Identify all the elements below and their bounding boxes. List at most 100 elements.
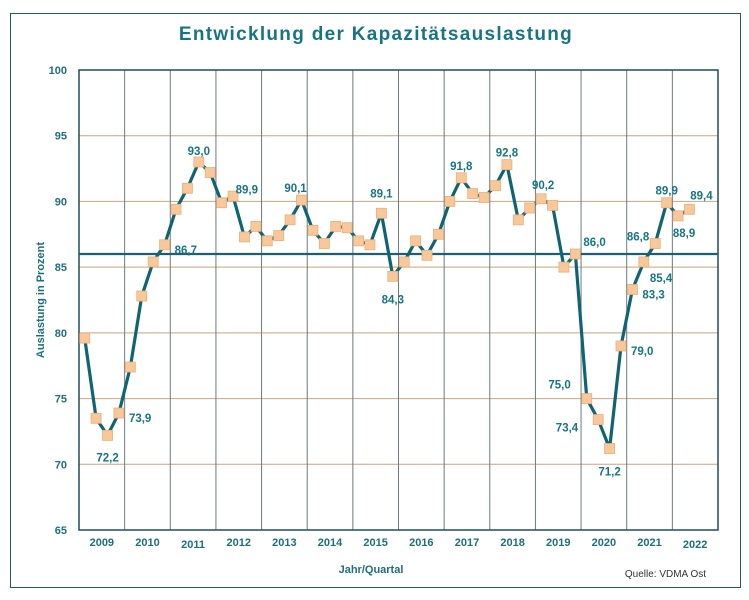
data-point-marker [638,256,650,268]
data-point-marker [478,192,490,203]
y-tick-label: 75 [55,394,67,406]
x-tick-label: 2018 [500,537,524,549]
data-point-marker [512,214,524,226]
source-note: Quelle: VDMA Ost [625,569,706,580]
y-tick-label: 85 [55,262,67,274]
data-point-marker [147,256,159,268]
y-tick-label: 70 [55,459,67,471]
data-point-marker [182,182,193,194]
x-tick-label: 2021 [637,537,661,549]
data-point-marker [307,224,319,236]
x-tick-label: 2019 [546,537,570,549]
data-point-marker [672,210,684,222]
x-tick-label: 2013 [272,537,296,549]
y-tick-label: 100 [49,65,67,77]
plot-area-border [78,69,719,531]
data-point-marker [455,172,467,184]
chart-title: Entwicklung der Kapazitätsauslastung [179,24,573,45]
data-point-marker [90,412,102,424]
data-point-marker [490,180,501,192]
data-label: 89,9 [655,186,677,198]
data-point-marker [239,231,250,243]
data-label: 89,9 [236,185,258,197]
data-point-marker [102,429,113,441]
data-point-marker [79,332,91,344]
data-point-marker [410,235,422,247]
data-label: 72,2 [96,452,118,464]
data-point-marker [296,194,307,206]
data-point-marker [421,249,433,261]
data-point-marker [433,228,444,240]
data-point-marker [649,238,661,249]
data-point-marker [273,230,285,242]
x-tick-label: 2020 [592,537,616,549]
y-tick-label: 80 [55,328,67,340]
y-axis-label: Auslastung in Prozent [35,242,47,358]
data-point-marker [524,202,536,214]
data-point-marker [398,256,410,268]
data-point-marker [535,193,547,205]
data-label: 92,8 [496,148,519,160]
data-point-marker [569,248,581,260]
data-label: 73,9 [129,413,151,425]
x-tick-label: 2011 [181,539,205,551]
data-point-marker [159,239,170,251]
data-point-marker [250,220,262,232]
data-label: 84,3 [382,294,404,306]
data-label: 89,4 [690,190,713,202]
data-point-marker [684,203,695,215]
data-label: 90,2 [532,180,554,192]
x-tick-label: 2016 [409,537,433,549]
data-point-marker [364,239,376,251]
data-point-marker [581,393,593,404]
x-tick-label: 2012 [227,537,251,549]
data-label: 83,3 [642,289,664,301]
data-point-marker [204,167,216,178]
data-point-marker [341,222,353,234]
data-label: 90,1 [284,183,307,195]
data-label: 89,1 [370,188,393,200]
data-point-marker [227,190,239,202]
data-point-marker [261,235,273,247]
data-point-marker [136,290,148,302]
chart-frame [10,13,741,588]
data-point-marker [467,188,479,199]
data-label: 85,4 [650,273,673,285]
data-label: 86,7 [175,245,197,257]
data-point-marker [284,214,296,226]
y-tick-label: 65 [55,525,67,537]
data-point-marker [501,159,513,171]
data-point-marker [124,361,136,373]
data-label: 86,8 [627,231,650,243]
data-label: 91,8 [450,161,473,173]
data-point-marker [375,207,387,219]
data-point-marker [330,220,342,232]
data-point-marker [592,414,604,426]
data-point-marker [353,235,364,247]
x-tick-label: 2015 [363,537,387,549]
data-point-marker [604,443,615,454]
data-label: 73,4 [556,423,579,435]
data-label: 88,9 [673,228,695,240]
data-point-marker [558,261,570,273]
x-tick-label: 2017 [455,537,479,549]
data-label: 93,0 [188,146,210,158]
x-axis-label: Jahr/Quartal [339,564,404,576]
data-point-marker [627,284,638,295]
data-point-marker [444,196,456,207]
data-point-marker [193,156,205,168]
data-point-marker [387,270,399,282]
data-label: 79,0 [631,346,653,358]
y-tick-label: 90 [55,196,67,208]
x-tick-label: 2009 [90,537,114,549]
data-label: 86,0 [583,237,605,249]
x-tick-label: 2014 [318,537,343,549]
x-tick-label: 2022 [683,539,707,551]
data-label: 71,2 [598,467,620,479]
data-point-marker [615,340,627,352]
data-point-marker [216,197,228,209]
data-point-marker [170,203,182,215]
data-point-marker [318,238,330,249]
data-point-marker [661,197,673,209]
